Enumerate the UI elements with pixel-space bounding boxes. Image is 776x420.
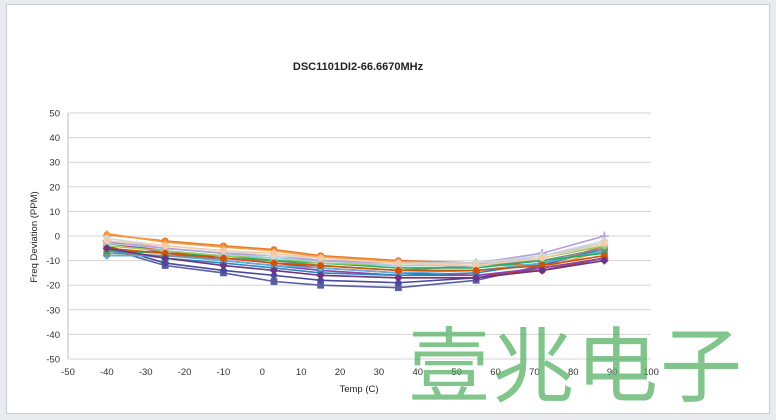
data-point bbox=[102, 244, 112, 253]
x-axis-ticks: -50 -40 -30 -20 -10 0 10 20 30 40 50 60 70 80 90 100 bbox=[61, 367, 659, 378]
data-point bbox=[600, 252, 608, 260]
x-tick-label: -30 bbox=[139, 367, 153, 378]
data-point bbox=[394, 259, 402, 267]
y-tick-label: -40 bbox=[46, 330, 60, 341]
data-point bbox=[270, 249, 278, 257]
data-point bbox=[270, 278, 278, 285]
y-tick-label: 10 bbox=[49, 207, 60, 218]
y-tick-label: 30 bbox=[49, 158, 60, 169]
data-point bbox=[316, 276, 325, 285]
x-tick-label: 40 bbox=[413, 367, 424, 378]
y-tick-label: -10 bbox=[46, 256, 60, 267]
data-point bbox=[219, 266, 228, 275]
data-point bbox=[538, 262, 546, 269]
y-tick-label: 50 bbox=[49, 109, 60, 120]
x-tick-label: 50 bbox=[451, 367, 462, 378]
data-point bbox=[317, 281, 325, 289]
data-point bbox=[600, 239, 608, 247]
chart-title: DSC1101DI2-66.6670MHz bbox=[293, 61, 424, 73]
data-point bbox=[270, 259, 278, 267]
x-tick-label: -40 bbox=[100, 367, 114, 378]
data-point bbox=[394, 267, 402, 274]
data-point bbox=[472, 267, 480, 274]
data-point bbox=[269, 266, 279, 275]
y-tick-label: 40 bbox=[49, 133, 60, 144]
data-point bbox=[538, 254, 546, 262]
y-axis-ticks: -50 -40 -30 -20 -10 0 10 20 30 40 50 bbox=[46, 109, 60, 366]
x-tick-label: 100 bbox=[643, 367, 659, 378]
x-tick-label: 20 bbox=[335, 367, 346, 378]
x-tick-label: 60 bbox=[490, 367, 501, 378]
grid-lines bbox=[67, 112, 651, 360]
x-tick-label: 90 bbox=[607, 367, 618, 378]
series-15 bbox=[103, 237, 608, 269]
x-tick-label: 70 bbox=[529, 367, 540, 378]
data-point bbox=[220, 254, 227, 262]
y-tick-label: -50 bbox=[46, 355, 60, 366]
data-point bbox=[219, 261, 228, 270]
x-tick-label: 10 bbox=[296, 367, 307, 378]
data-point bbox=[160, 253, 170, 263]
x-tick-label: -10 bbox=[217, 367, 231, 378]
y-tick-label: -20 bbox=[46, 281, 60, 292]
y-tick-label: 0 bbox=[55, 232, 60, 243]
data-point bbox=[472, 262, 480, 269]
chart-frame bbox=[6, 4, 770, 414]
data-point bbox=[317, 254, 325, 262]
data-point bbox=[471, 273, 481, 283]
data-point bbox=[269, 271, 279, 280]
data-point bbox=[161, 249, 169, 257]
data-point bbox=[102, 229, 111, 237]
x-tick-label: 0 bbox=[260, 367, 265, 378]
x-tick-label: -50 bbox=[61, 367, 75, 378]
y-tick-label: 20 bbox=[49, 182, 60, 193]
data-point bbox=[394, 284, 402, 292]
data-point bbox=[394, 273, 403, 283]
data-point bbox=[317, 262, 325, 269]
x-tick-label: 30 bbox=[374, 367, 385, 378]
data-point bbox=[316, 271, 325, 280]
series-group bbox=[102, 229, 609, 292]
data-point bbox=[103, 237, 111, 245]
series-17 bbox=[102, 244, 609, 283]
data-point bbox=[220, 247, 227, 255]
x-axis-label: Temp (C) bbox=[339, 384, 378, 395]
x-tick-label: 80 bbox=[568, 367, 579, 378]
x-tick-label: -20 bbox=[178, 367, 192, 378]
data-point bbox=[161, 242, 169, 250]
data-point bbox=[394, 278, 403, 287]
data-point bbox=[600, 256, 609, 265]
data-point bbox=[537, 266, 547, 275]
y-axis-label: Freq Deviation (PPM) bbox=[29, 191, 40, 282]
y-tick-label: -30 bbox=[46, 305, 60, 316]
